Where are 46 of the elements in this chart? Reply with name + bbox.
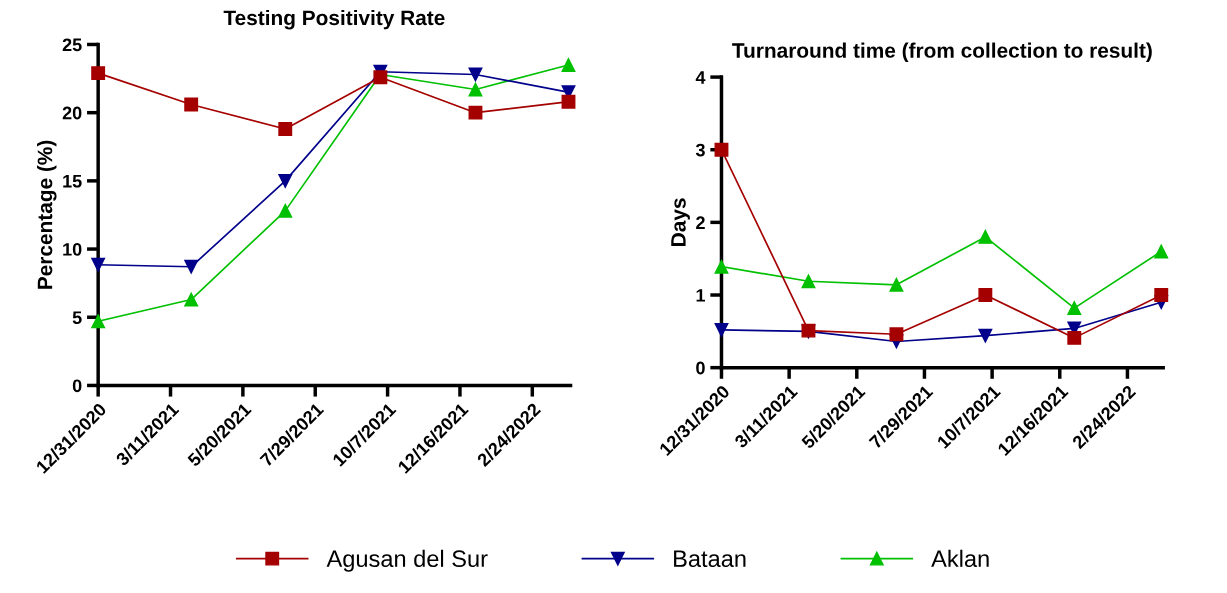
y-tick-label: 20 [62,106,82,120]
point [184,292,199,307]
y-tick-label: 1 [696,289,705,302]
legend-label: Agusan del Sur [326,549,488,572]
y-tick-label: 5 [72,311,82,324]
legend-label: Bataan [674,550,746,568]
point [184,259,199,274]
chart-title: Testing Positivity Rate [223,9,445,30]
point [801,274,816,289]
point [1154,288,1169,302]
point [889,277,904,292]
point [889,327,904,342]
point [978,229,993,244]
y-tick-label: 2 [696,216,705,229]
point [714,142,729,157]
point [278,122,293,136]
chart-title: Turnaround time (from collection to result) [732,42,1152,62]
point [561,57,576,72]
y-axis-title: Percentage (%) [37,140,57,289]
point [468,105,483,120]
point [978,328,993,343]
y-axis-title: Days [671,198,690,246]
point [1067,301,1082,316]
point [278,203,293,218]
point [1154,244,1169,259]
point [91,257,106,272]
point [468,67,483,82]
point [91,314,106,329]
point [714,322,729,337]
point [278,173,293,188]
y-tick-label: 3 [695,143,705,157]
y-tick-label: 0 [696,361,705,375]
y-tick-label: 15 [63,174,82,188]
point [561,94,576,109]
point [468,82,483,97]
point [184,97,199,112]
legend-label: Aklan [931,549,989,568]
y-tick-label: 4 [695,71,706,84]
point [1067,330,1082,345]
point [714,259,729,274]
y-tick-label: 0 [72,379,82,393]
y-tick-label: 25 [62,38,82,52]
point [373,70,388,85]
y-tick-label: 10 [63,242,82,256]
point [978,288,993,302]
point [91,66,106,81]
